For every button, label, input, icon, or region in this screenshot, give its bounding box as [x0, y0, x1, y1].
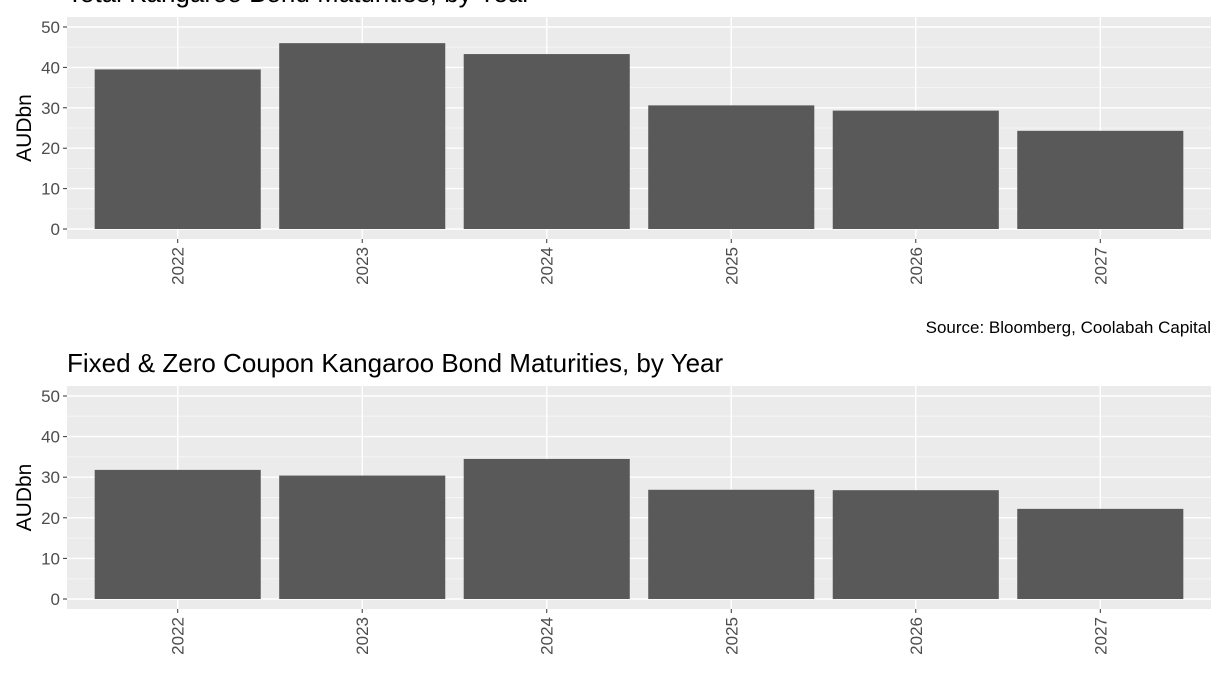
bar-2024	[463, 54, 630, 230]
bar-2024	[463, 458, 630, 599]
y-tick-label: 20	[41, 139, 60, 158]
y-tick-label: 0	[51, 220, 60, 239]
bar-2025	[648, 105, 815, 229]
y-tick-label: 0	[51, 590, 60, 609]
bar-2027	[1017, 130, 1184, 229]
bar-2025	[648, 489, 815, 599]
x-tick-label: 2023	[353, 247, 372, 285]
y-tick-label: 50	[41, 387, 60, 406]
y-tick-label: 30	[41, 99, 60, 118]
x-tick-label: 2024	[538, 617, 557, 655]
bar-2023	[279, 43, 446, 229]
x-tick-label: 2026	[907, 247, 926, 285]
bar-2022	[94, 69, 261, 229]
chart-fixed-zero-coupon-maturities: Fixed & Zero Coupon Kangaroo Bond Maturi…	[13, 348, 1211, 655]
y-axis-label: AUDbn	[13, 94, 36, 162]
source-note: Source: Bloomberg, Coolabah Capital	[926, 318, 1211, 337]
chart-title: Fixed & Zero Coupon Kangaroo Bond Maturi…	[67, 348, 724, 378]
y-tick-label: 10	[41, 549, 60, 568]
x-tick-label: 2025	[722, 247, 741, 285]
chart-title: Total Kangaroo Bond Maturities, by Year	[67, 0, 531, 8]
y-tick-label: 40	[41, 428, 60, 447]
x-tick-label: 2024	[538, 247, 557, 285]
y-tick-label: 30	[41, 468, 60, 487]
y-tick-label: 50	[41, 18, 60, 37]
bar-2026	[832, 110, 999, 229]
y-tick-label: 40	[41, 58, 60, 77]
bar-2027	[1017, 508, 1184, 599]
x-tick-label: 2027	[1091, 247, 1110, 285]
y-tick-label: 10	[41, 180, 60, 199]
chart-total-maturities: Total Kangaroo Bond Maturities, by Year 0…	[13, 0, 1211, 285]
x-tick-label: 2026	[907, 617, 926, 655]
bar-2023	[279, 475, 446, 599]
bar-2026	[832, 490, 999, 599]
y-axis-label: AUDbn	[13, 464, 36, 532]
x-tick-label: 2022	[169, 247, 188, 285]
x-tick-label: 2027	[1091, 617, 1110, 655]
x-tick-label: 2022	[169, 617, 188, 655]
x-tick-label: 2023	[353, 617, 372, 655]
y-tick-label: 20	[41, 509, 60, 528]
bar-2022	[94, 469, 261, 599]
x-tick-label: 2025	[722, 617, 741, 655]
